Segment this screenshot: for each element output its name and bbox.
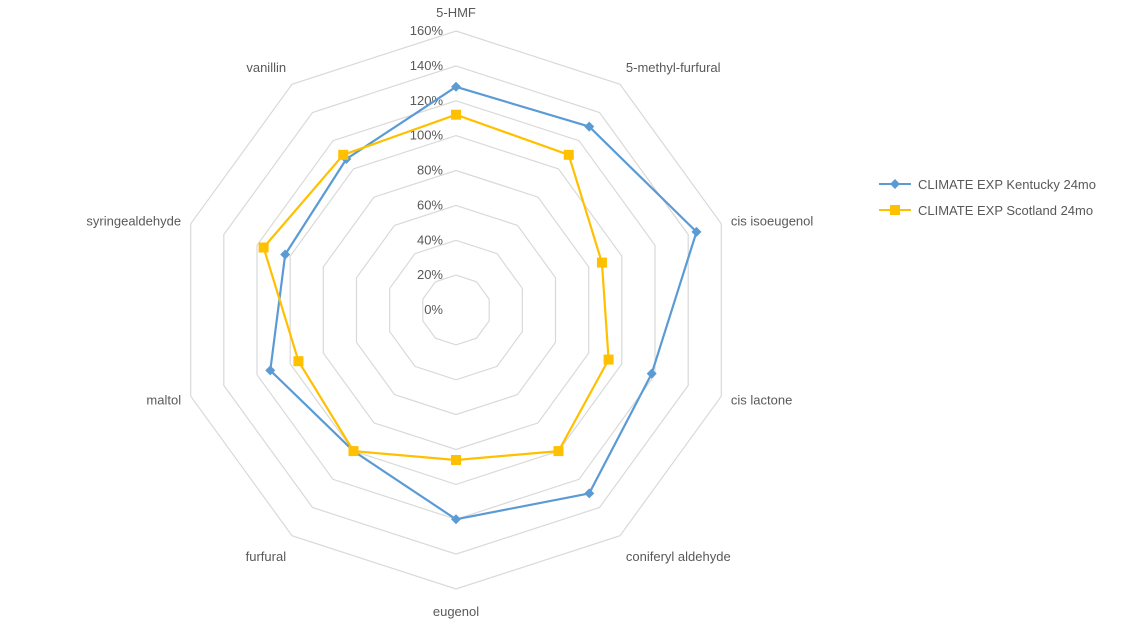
tick-label: 160% — [410, 23, 444, 38]
data-point[interactable] — [293, 356, 304, 367]
data-point[interactable] — [563, 149, 574, 160]
category-label: 5-HMF — [436, 5, 476, 20]
data-point[interactable] — [451, 514, 461, 525]
tick-label: 20% — [417, 267, 443, 282]
legend-item-kentucky[interactable]: CLIMATE EXP Kentucky 24mo — [878, 171, 1096, 197]
tick-label: 60% — [417, 197, 443, 212]
data-point[interactable] — [603, 354, 614, 365]
tick-label: 100% — [410, 128, 444, 143]
grid-ring — [223, 65, 689, 555]
grid-ring — [190, 30, 722, 590]
grid-ring — [322, 169, 590, 451]
data-point[interactable] — [584, 121, 595, 132]
grid-ring — [422, 274, 490, 346]
tick-label: 0% — [424, 302, 443, 317]
category-label: syringealdehyde — [86, 214, 181, 229]
data-point[interactable] — [348, 446, 359, 457]
data-point[interactable] — [451, 109, 461, 120]
tick-label: 80% — [417, 163, 443, 178]
category-label: cis isoeugenol — [731, 214, 813, 229]
data-point[interactable] — [265, 365, 276, 376]
tick-label: 140% — [410, 58, 444, 73]
grid-ring — [389, 239, 523, 381]
legend-marker-square-icon — [879, 205, 911, 215]
data-point[interactable] — [584, 488, 595, 499]
data-point[interactable] — [280, 249, 291, 260]
data-point[interactable] — [338, 149, 349, 160]
legend-label: CLIMATE EXP Kentucky 24mo — [918, 176, 1096, 192]
category-label: coniferyl aldehyde — [626, 549, 731, 564]
category-label: eugenol — [433, 604, 479, 619]
category-label: maltol — [146, 392, 181, 407]
legend-marker-diamond-icon — [879, 179, 911, 189]
legend-label: CLIMATE EXP Scotland 24mo — [918, 202, 1094, 218]
legend-item-scotland[interactable]: CLIMATE EXP Scotland 24mo — [878, 197, 1096, 223]
legend: CLIMATE EXP Kentucky 24mo CLIMATE EXP Sc… — [878, 171, 1096, 223]
tick-label: 120% — [410, 93, 444, 108]
data-point[interactable] — [451, 454, 461, 465]
tick-label: 40% — [417, 232, 443, 247]
data-point[interactable] — [451, 81, 461, 92]
category-label: furfural — [246, 549, 287, 564]
data-point[interactable] — [258, 242, 269, 253]
series-layer — [258, 81, 702, 525]
data-point[interactable] — [691, 226, 702, 237]
grid-ring — [355, 204, 557, 416]
category-label: 5-methyl-furfural — [626, 60, 721, 75]
data-point[interactable] — [553, 446, 564, 457]
tick-label-layer: 0% 20% 40% 60% 80% 100% 120% 140% 160% — [410, 23, 444, 317]
category-label: cis lactone — [731, 392, 792, 407]
series-line — [269, 85, 698, 521]
category-label: vanillin — [246, 60, 286, 75]
category-label-layer: 5-HMF 5-methyl-furfural cis isoeugenol cis … — [86, 5, 813, 619]
data-point[interactable] — [646, 368, 657, 379]
grid-ring — [289, 134, 623, 486]
data-point[interactable] — [596, 257, 607, 268]
